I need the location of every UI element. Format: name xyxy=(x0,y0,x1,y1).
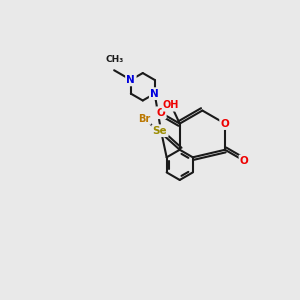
Text: O: O xyxy=(240,156,249,166)
Text: O: O xyxy=(220,118,230,129)
Text: N: N xyxy=(127,75,135,85)
Text: Br: Br xyxy=(138,114,150,124)
Text: Se: Se xyxy=(153,126,167,136)
Text: N: N xyxy=(150,88,159,99)
Text: OH: OH xyxy=(163,100,179,110)
Text: CH₃: CH₃ xyxy=(105,56,123,64)
Text: O: O xyxy=(157,108,165,118)
